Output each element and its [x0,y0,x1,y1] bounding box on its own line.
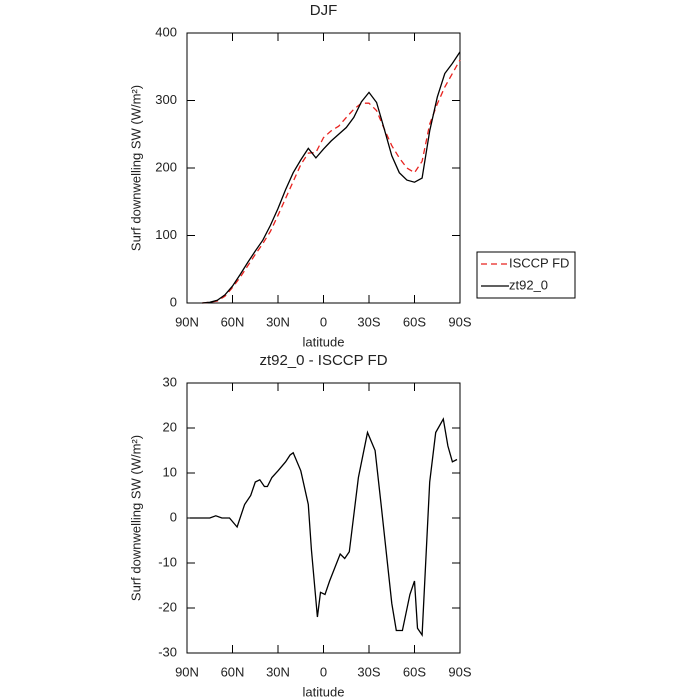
y-axis-label: Surf downwelling SW (W/m²) [128,85,143,251]
x-tick-label: 30S [357,664,380,679]
x-axis-label: latitude [303,334,345,349]
chart-title: zt92_0 - ISCCP FD [259,352,387,369]
x-tick-label: 90N [175,664,199,679]
y-tick-label: -30 [158,644,177,659]
y-tick-label: 200 [155,159,177,174]
x-tick-label: 0 [320,314,327,329]
y-tick-label: 100 [155,227,177,242]
x-tick-label: 30N [266,314,290,329]
x-tick-label: 60N [221,314,245,329]
data-line [202,59,461,304]
x-tick-label: 90S [448,314,471,329]
x-tick-label: 90N [175,314,199,329]
data-line [202,51,461,304]
x-tick-label: 0 [320,664,327,679]
legend-label: zt92_0 [509,277,548,292]
y-tick-label: 400 [155,24,177,39]
data-line [190,417,458,637]
chart-title: DJF [310,2,338,19]
y-tick-label: 10 [163,464,177,479]
x-tick-label: 60N [221,664,245,679]
y-tick-label: 20 [163,419,177,434]
y-tick-label: 300 [155,92,177,107]
x-tick-label: 30N [266,664,290,679]
legend-box [476,251,576,299]
x-tick-label: 90S [448,664,471,679]
y-tick-label: 0 [170,294,177,309]
y-tick-label: -20 [158,599,177,614]
x-tick-label: 60S [403,314,426,329]
y-axis-label: Surf downwelling SW (W/m²) [128,435,143,601]
legend-label: ISCCP FD [509,255,569,270]
x-tick-label: 60S [403,664,426,679]
y-tick-label: 0 [170,509,177,524]
y-tick-label: -10 [158,554,177,569]
x-axis-label: latitude [303,684,345,699]
plot-frame [186,32,461,304]
x-tick-label: 30S [357,314,380,329]
y-tick-label: 30 [163,374,177,389]
